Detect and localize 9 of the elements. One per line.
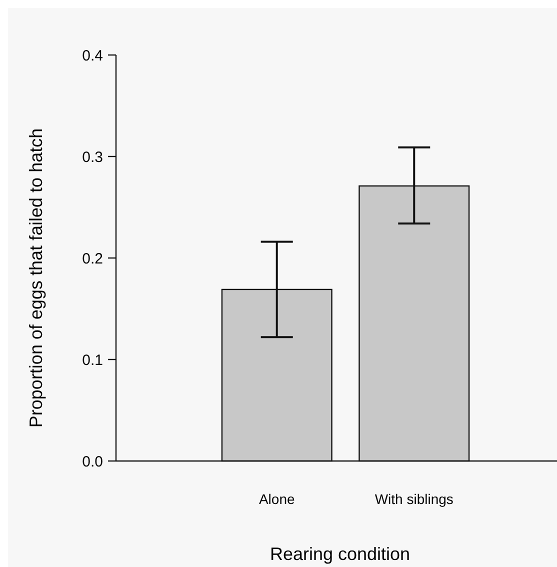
x-tick-label: With siblings [374, 491, 454, 507]
y-tick-label: 0.1 [82, 352, 103, 369]
x-axis-title: Rearing condition [270, 544, 410, 564]
y-tick-label: 0.2 [82, 250, 103, 268]
y-tick-label: 0.3 [82, 148, 103, 166]
y-tick-label: 0.4 [82, 47, 103, 64]
x-tick-label: Alone [258, 491, 295, 507]
y-axis-title: Proportion of eggs that failed to hatch [26, 128, 46, 428]
y-tick-label: 0.0 [82, 453, 103, 470]
